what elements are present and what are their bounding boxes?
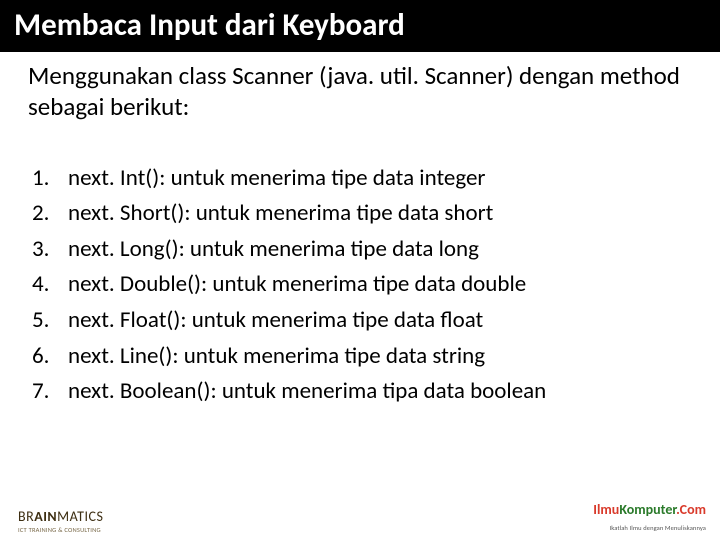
method-list: next. Int(): untuk menerima tipe data in… bbox=[28, 161, 692, 410]
list-item: next. Float(): untuk menerima tipe data … bbox=[28, 303, 692, 339]
title-bar: Membaca Input dari Keyboard bbox=[0, 0, 720, 52]
footer-logo-left: BRAINMATICS ICT TRAINING & CONSULTING bbox=[18, 510, 103, 534]
brand-tagline: ICT TRAINING & CONSULTING bbox=[18, 526, 101, 534]
brand-part: MATICS bbox=[57, 508, 103, 525]
list-item: next. Double(): untuk menerima tipe data… bbox=[28, 267, 692, 303]
slide-title: Membaca Input dari Keyboard bbox=[14, 6, 706, 44]
list-item: next. Long(): untuk menerima tipe data l… bbox=[28, 232, 692, 268]
brand-part: .Com bbox=[676, 501, 706, 518]
brand-part: Ilmu bbox=[593, 501, 619, 518]
footer-logo-right: IlmuKomputer.Com Ikatlah Ilmu dengan Men… bbox=[593, 502, 706, 534]
list-item: next. Line(): untuk menerima tipe data s… bbox=[28, 339, 692, 375]
list-item: next. Short(): untuk menerima tipe data … bbox=[28, 196, 692, 232]
content-area: Menggunakan class Scanner (java. util. S… bbox=[0, 52, 720, 410]
list-item: next. Boolean(): untuk menerima tipa dat… bbox=[28, 374, 692, 410]
brand-part: AIN bbox=[34, 508, 57, 525]
list-item: next. Int(): untuk menerima tipe data in… bbox=[28, 161, 692, 197]
brand-part: Komputer bbox=[619, 501, 676, 518]
brand-part: BR bbox=[18, 508, 34, 525]
footer: BRAINMATICS ICT TRAINING & CONSULTING Il… bbox=[0, 502, 720, 536]
brand-tagline: Ikatlah Ilmu dengan Menuliskannya bbox=[610, 524, 706, 532]
intro-text: Menggunakan class Scanner (java. util. S… bbox=[28, 60, 692, 123]
